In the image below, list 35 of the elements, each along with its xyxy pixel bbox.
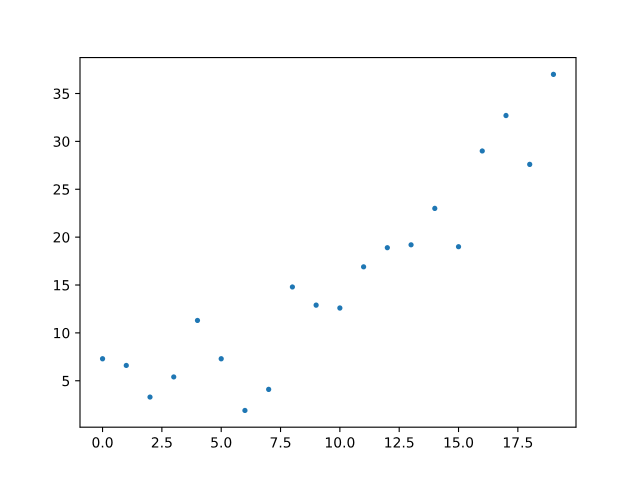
y-tick-label: 35 xyxy=(54,88,70,99)
point xyxy=(147,394,153,400)
point xyxy=(408,242,414,248)
point xyxy=(550,72,556,77)
x-tick-label: 12.5 xyxy=(385,437,414,448)
x-tick-label: 17.5 xyxy=(504,437,532,448)
point xyxy=(503,112,509,118)
y-tick-label: 10 xyxy=(54,328,70,338)
point xyxy=(194,318,200,324)
x-tick-label: 7.5 xyxy=(270,437,290,448)
x-tick-label: 10.0 xyxy=(326,437,354,448)
point xyxy=(124,362,129,368)
point xyxy=(171,374,176,380)
point xyxy=(432,206,438,212)
point xyxy=(314,302,319,308)
x-tick-label: 2.5 xyxy=(152,437,172,448)
y-tick-label: 25 xyxy=(54,184,70,195)
point xyxy=(290,284,295,290)
point xyxy=(361,264,366,270)
y-tick-label: 15 xyxy=(54,280,70,290)
y-tick-label: 30 xyxy=(54,136,70,147)
point xyxy=(456,244,462,250)
y-tick-label: 20 xyxy=(54,232,70,243)
point xyxy=(480,148,485,154)
x-tick-label: 5.0 xyxy=(211,437,232,448)
point xyxy=(384,245,390,250)
x-tick-label: 0.0 xyxy=(92,437,113,448)
point xyxy=(266,386,272,392)
point xyxy=(527,162,532,167)
y-tick-label: 5 xyxy=(62,376,70,386)
point xyxy=(242,408,248,414)
x-tick-label: 15.0 xyxy=(444,437,474,448)
point xyxy=(218,356,224,362)
point xyxy=(100,356,106,362)
point xyxy=(337,305,342,311)
